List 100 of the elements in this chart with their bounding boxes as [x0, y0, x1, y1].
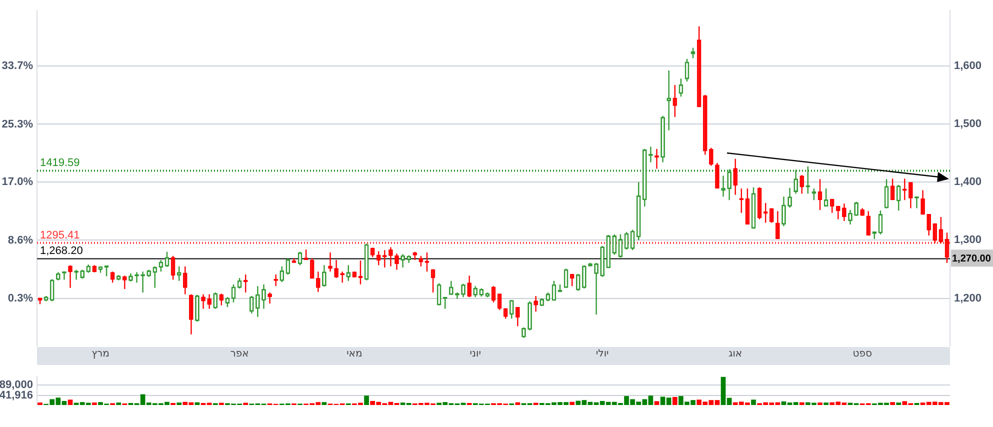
candlestick [830, 198, 834, 214]
ref-line-label: 1419.59 [40, 157, 80, 170]
x-tick-label: יולי [596, 348, 609, 360]
candlestick [298, 251, 302, 266]
candlestick [152, 266, 158, 288]
candlestick [896, 184, 901, 212]
candlestick [630, 229, 635, 251]
y2-tick-label: 0.3% [8, 292, 34, 304]
candlestick [618, 234, 623, 258]
candlestick [334, 259, 338, 279]
candlestick [122, 275, 127, 290]
ref-line-label: 1,268.20 [40, 245, 83, 258]
candlestick [733, 158, 738, 196]
candlestick [612, 234, 617, 256]
candlestick [491, 286, 496, 304]
candlestick [794, 169, 798, 194]
candlestick [678, 78, 684, 98]
candlestick [926, 213, 932, 236]
candlestick [346, 264, 351, 282]
y-tick-label: 1,300 [954, 234, 982, 246]
candlestick [328, 252, 332, 272]
candlestick [890, 178, 895, 201]
candlestick [92, 264, 97, 273]
candlestick [908, 181, 913, 209]
candlestick [516, 306, 520, 327]
candlestick [509, 299, 514, 320]
candlestick [715, 162, 720, 190]
candlestick [358, 260, 363, 285]
candlestick [576, 273, 580, 292]
candlestick [497, 293, 502, 311]
candlestick [370, 247, 375, 258]
candlestick [225, 296, 230, 308]
bar [68, 400, 73, 405]
candlestick [751, 186, 756, 230]
candlestick [788, 187, 792, 208]
candlestick [666, 70, 672, 131]
candlestick [672, 84, 678, 118]
bar [799, 402, 804, 405]
candlestick [44, 295, 48, 302]
candlestick [866, 210, 871, 236]
x-tick-label: אוג [728, 348, 742, 360]
y-tick-label: 1,200 [954, 292, 982, 304]
candlestick [219, 293, 224, 306]
ref-line-label: 1295.41 [40, 229, 80, 242]
bar [364, 396, 369, 405]
y2-tick-label: 33.7% [2, 60, 34, 72]
candlestick [195, 294, 200, 322]
candlestick [207, 294, 212, 310]
bar [751, 400, 756, 405]
candlestick [176, 266, 182, 282]
candlestick [624, 231, 629, 250]
candlestick [98, 266, 103, 274]
candlestick [842, 202, 846, 222]
candlestick [376, 250, 381, 266]
candlestick [104, 265, 109, 277]
bar [322, 402, 327, 405]
candlestick [436, 282, 442, 306]
y-tick-label: 1,500 [954, 118, 982, 130]
candlestick [769, 208, 774, 224]
candlestick [473, 286, 478, 298]
candlestick [38, 297, 42, 305]
candlestick [800, 174, 804, 194]
candlestick [262, 284, 266, 310]
candlestick [552, 280, 556, 302]
candlestick [848, 209, 852, 226]
candlestick [824, 188, 828, 208]
candlestick [920, 190, 925, 216]
candlestick [364, 243, 369, 281]
candlestick [182, 266, 188, 295]
candlestick [201, 294, 206, 310]
candlestick [534, 295, 538, 312]
candlestick [546, 292, 550, 302]
candlestick [763, 202, 768, 224]
y-tick-label: 1,600 [954, 60, 982, 72]
bar [654, 401, 660, 405]
x-tick-label: יוני [470, 348, 481, 360]
candlestick [213, 292, 218, 310]
candlestick [461, 283, 466, 298]
candlestick [286, 258, 290, 276]
candlestick [189, 294, 194, 335]
candlestick [316, 270, 320, 293]
candlestick [231, 284, 236, 304]
bar [890, 402, 895, 405]
candlestick [757, 186, 762, 220]
candlestick [932, 222, 938, 244]
x-tick-label: מאי [346, 348, 362, 360]
candlestick [708, 147, 714, 166]
candlestick [745, 188, 750, 226]
candlestick [522, 326, 526, 338]
x-tick-label: אפר [230, 348, 249, 360]
candlestick [878, 210, 883, 235]
candlestick [776, 210, 780, 240]
candlestick [352, 270, 357, 278]
candlestick [158, 259, 164, 272]
candlestick [690, 47, 696, 59]
candlestick [164, 251, 170, 268]
candlestick [322, 264, 326, 288]
y-tick-label: 89,000 [0, 379, 33, 392]
candlestick [479, 288, 484, 298]
candlestick [564, 268, 568, 288]
